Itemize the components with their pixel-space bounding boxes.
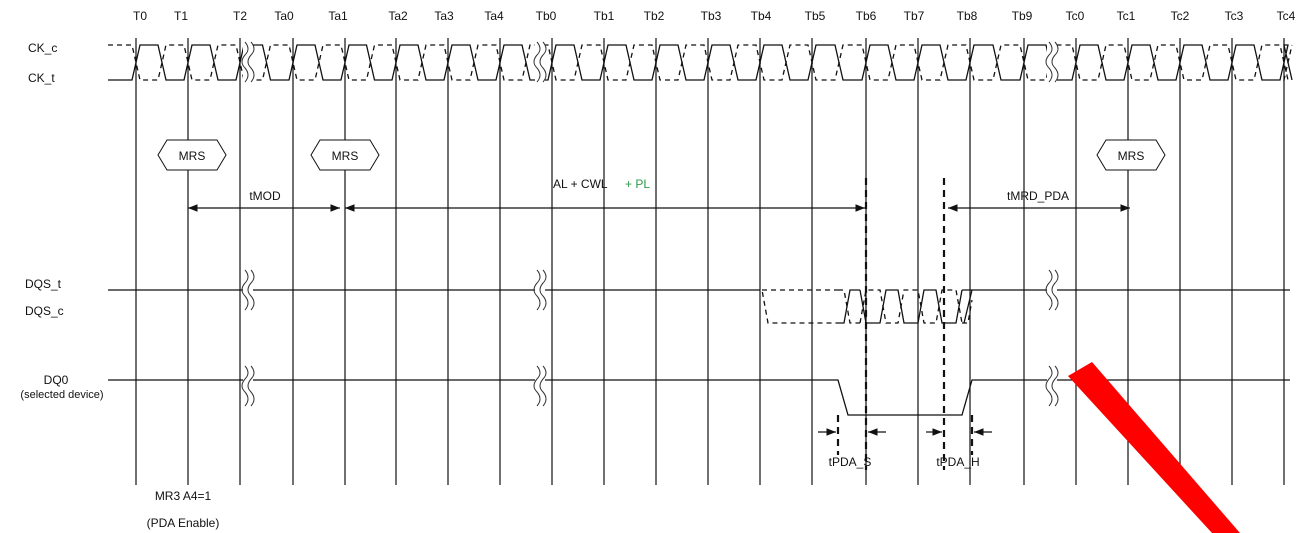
dqs-t-label: DQS_t xyxy=(25,277,62,291)
clock-label-tb6: Tb6 xyxy=(856,9,877,23)
break-tb9-dq0 xyxy=(1045,365,1059,407)
clock-label-ta2: Ta2 xyxy=(388,9,408,23)
clock-label-tb0: Tb0 xyxy=(536,9,557,23)
clock-labels: T0 T1 T2 Ta0 Ta1 Ta2 Ta3 Ta4 Tb0 Tb1 Tb2 Tb3 Tb4 Tb5 T… xyxy=(133,9,1296,23)
ck-t-wave xyxy=(108,44,1293,81)
break-tb9-clk xyxy=(1045,41,1059,83)
tpda-s-label: tPDA_S xyxy=(829,455,872,469)
clock-label-ta4: Ta4 xyxy=(484,9,504,23)
clock-label-tc0: Tc0 xyxy=(1066,9,1085,23)
dq0-label: DQ0 xyxy=(44,373,69,387)
clock-label-tb1: Tb1 xyxy=(594,9,615,23)
clock-label-tb5: Tb5 xyxy=(805,9,826,23)
dqs-c-label: DQS_c xyxy=(25,304,64,318)
watermark-stroke xyxy=(1068,362,1240,533)
clock-label-t0: T0 xyxy=(133,9,147,23)
tpda-h-label: tPDA_H xyxy=(936,455,979,469)
clock-label-tb7: Tb7 xyxy=(904,9,925,23)
clock-label-t1: T1 xyxy=(174,9,188,23)
clock-label-ta0: Ta0 xyxy=(274,9,294,23)
break-ta4-clk xyxy=(533,41,547,83)
mrs-command-3: MRS xyxy=(1096,139,1166,171)
svg-text:MRS: MRS xyxy=(179,149,206,163)
break-t2-clk xyxy=(241,41,255,83)
time-break-marks xyxy=(241,41,1059,407)
mrs-command-1: MRS xyxy=(157,139,227,171)
clock-label-tb3: Tb3 xyxy=(701,9,722,23)
svg-text:MRS: MRS xyxy=(332,149,359,163)
dq0-waveform xyxy=(108,379,1290,416)
clock-label-tb4: Tb4 xyxy=(751,9,772,23)
mr3-note-line2: (PDA Enable) xyxy=(147,516,220,530)
clock-label-ta3: Ta3 xyxy=(434,9,454,23)
clock-label-tc2: Tc2 xyxy=(1171,9,1190,23)
dq0-sublabel: (selected device) xyxy=(20,389,103,401)
al-cwl-label: AL + CWL xyxy=(553,177,608,191)
mr3-note-line1: MR3 A4=1 xyxy=(155,489,212,503)
clock-label-tb8: Tb8 xyxy=(957,9,978,23)
tmrd-pda-label: tMRD_PDA xyxy=(1007,189,1069,203)
clock-label-tc4: Tc4 xyxy=(1277,9,1296,23)
mrs-command-2: MRS xyxy=(310,139,380,171)
break-t2-dq0 xyxy=(241,365,255,407)
pl-label: + PL xyxy=(625,177,650,191)
clock-label-tc3: Tc3 xyxy=(1225,9,1244,23)
break-tb9-dqs xyxy=(1045,269,1059,311)
clock-waveform xyxy=(108,44,1293,81)
clock-label-tb2: Tb2 xyxy=(644,9,665,23)
svg-text:MRS: MRS xyxy=(1118,149,1145,163)
break-ta4-dqs xyxy=(533,269,547,311)
clock-label-tb9: Tb9 xyxy=(1012,9,1033,23)
clock-edge-gridlines xyxy=(135,38,1285,485)
tmod-label: tMOD xyxy=(249,189,281,203)
break-t2-dqs xyxy=(241,269,255,311)
dqs-waveform xyxy=(108,289,1290,324)
clock-label-tc1: Tc1 xyxy=(1117,9,1136,23)
clock-label-ta1: Ta1 xyxy=(328,9,348,23)
ck-c-label: CK_c xyxy=(28,41,57,55)
ck-c-wave xyxy=(108,44,1293,81)
ck-t-label: CK_t xyxy=(28,71,55,85)
break-ta4-dq0 xyxy=(533,365,547,407)
clock-label-t2: T2 xyxy=(233,9,247,23)
